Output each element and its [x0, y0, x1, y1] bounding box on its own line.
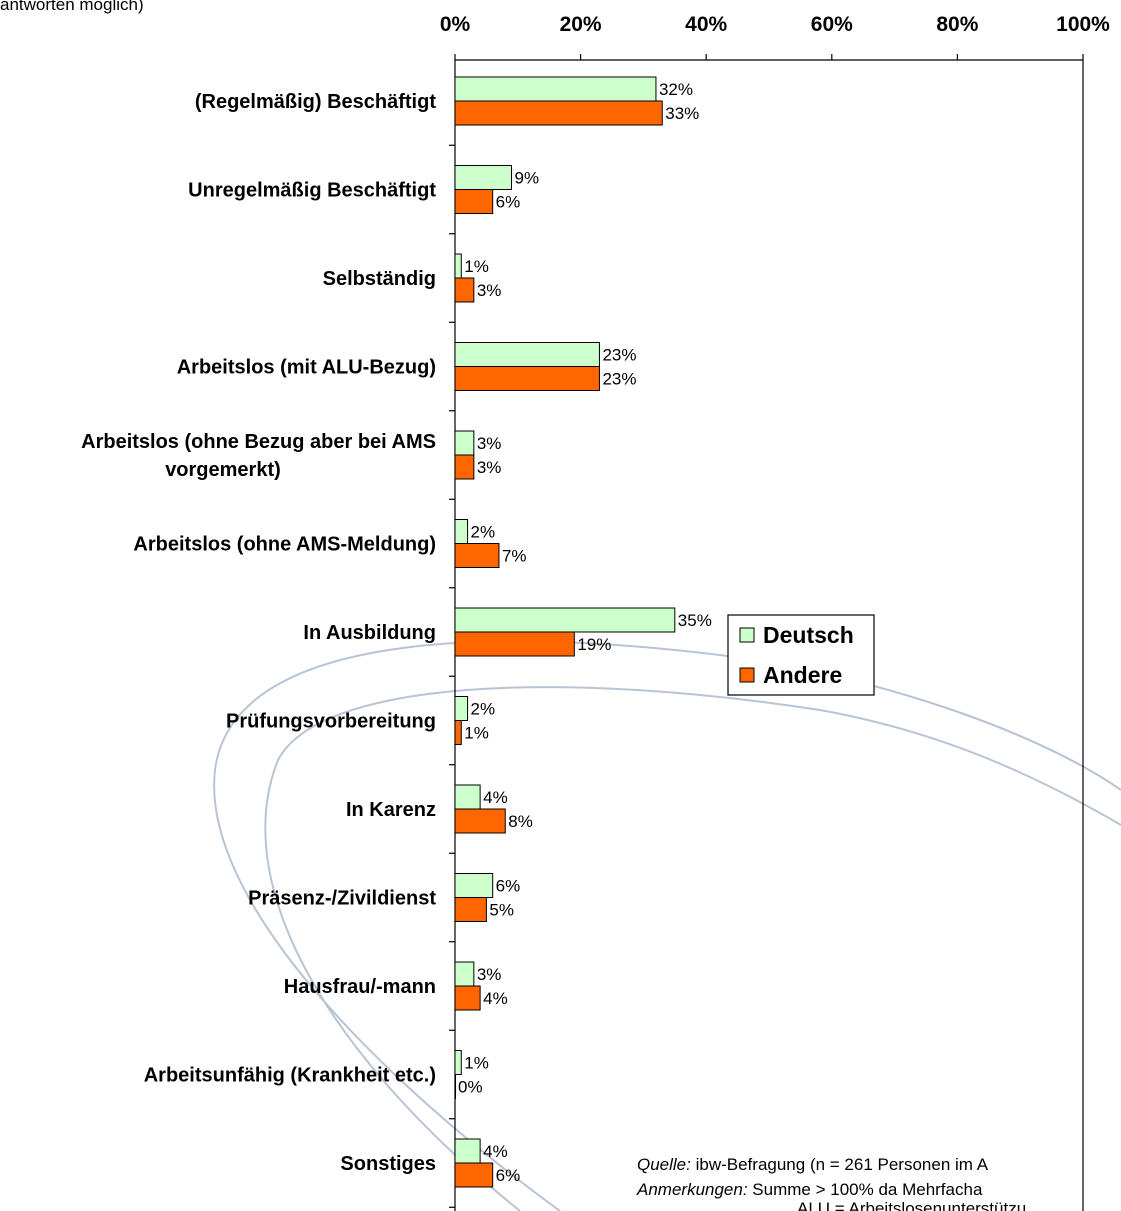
data-label: 2%	[471, 523, 496, 542]
source-text: ibw-Befragung (n = 261 Personen im A	[691, 1155, 989, 1174]
data-label: 1%	[464, 724, 489, 743]
data-label: 33%	[665, 104, 699, 123]
x-tick-label: 20%	[560, 13, 602, 36]
x-tick-label: 100%	[1056, 13, 1110, 36]
category-label: (Regelmäßig) Beschäftigt	[195, 91, 436, 113]
bar-deutsch	[454, 253, 462, 279]
source-note: Quelle: ibw-Befragung (n = 261 Personen …	[637, 1155, 989, 1174]
data-label: 4%	[483, 1142, 508, 1161]
data-label: 32%	[659, 80, 693, 99]
bar-deutsch	[454, 784, 481, 810]
bar-andere	[454, 189, 494, 214]
x-tick-label: 60%	[811, 13, 853, 36]
category-label: Prüfungsvorbereitung	[226, 711, 436, 733]
data-label: 1%	[464, 1054, 489, 1073]
data-label: 23%	[602, 346, 636, 365]
remarks-note: Anmerkungen: Summe > 100% da Mehrfacha	[636, 1180, 983, 1199]
data-label: 1%	[464, 257, 489, 276]
category-label: Hausfrau/-mann	[284, 976, 436, 998]
legend-swatch-deutsch	[739, 627, 755, 643]
bar-deutsch	[454, 696, 469, 721]
data-label: 3%	[477, 965, 502, 984]
bar-andere	[454, 631, 575, 657]
category-label: Arbeitsunfähig (Krankheit etc.)	[144, 1065, 436, 1087]
data-label: 9%	[515, 169, 540, 188]
bar-andere	[454, 985, 481, 1011]
x-tick-label: 0%	[440, 13, 471, 36]
category-label: In Ausbildung	[303, 622, 436, 644]
category-label: Sonstiges	[340, 1153, 436, 1175]
data-label: 6%	[496, 193, 521, 212]
bar-deutsch	[454, 342, 600, 367]
category-label: Arbeitslos (ohne Bezug aber bei AMS	[81, 431, 436, 453]
bar-deutsch	[454, 1050, 462, 1075]
data-label: 7%	[502, 547, 527, 566]
legend-label-deutsch: Deutsch	[763, 622, 854, 648]
data-label: 4%	[483, 788, 508, 807]
category-label: vorgemerkt)	[165, 459, 281, 481]
category-label: In Karenz	[346, 799, 436, 821]
data-label: 35%	[678, 611, 712, 630]
data-label: 8%	[508, 812, 533, 831]
bar-andere	[454, 100, 663, 126]
bar-andere	[454, 454, 475, 480]
data-label: 6%	[496, 877, 521, 896]
category-labels: (Regelmäßig) Beschäftigt Unregelmäßig Bes…	[81, 91, 436, 1175]
bar-andere	[454, 897, 487, 922]
bar-andere	[454, 543, 500, 568]
bar-deutsch	[454, 76, 657, 102]
bar-andere	[454, 720, 462, 745]
x-axis: 0% 20% 40% 60% 80% 100%	[440, 13, 1110, 1211]
bar-andere	[454, 277, 475, 303]
bar-andere	[454, 808, 506, 834]
bar-andere	[454, 1074, 456, 1099]
bar-deutsch	[454, 961, 475, 987]
data-label: 3%	[477, 458, 502, 477]
x-tick-label: 40%	[685, 13, 727, 36]
bar-deutsch	[454, 519, 469, 544]
data-label: 0%	[458, 1078, 483, 1097]
abbrev-note: ALU = Arbeitslosenunterstützu	[797, 1199, 1026, 1211]
data-label: 2%	[471, 700, 496, 719]
data-label: 5%	[489, 901, 514, 920]
bar-deutsch	[454, 1138, 481, 1164]
bar-deutsch	[454, 165, 513, 190]
data-label: 6%	[496, 1166, 521, 1185]
bar-andere	[454, 1162, 494, 1188]
notes: Quelle: ibw-Befragung (n = 261 Personen …	[636, 1155, 1026, 1211]
remarks-prefix: Anmerkungen:	[636, 1180, 748, 1199]
data-label: 19%	[577, 635, 611, 654]
data-label: 23%	[602, 370, 636, 389]
source-prefix: Quelle:	[637, 1155, 691, 1174]
data-label: 3%	[477, 434, 502, 453]
category-label: Arbeitslos (mit ALU-Bezug)	[177, 357, 436, 379]
remarks-text: Summe > 100% da Mehrfacha	[748, 1180, 983, 1199]
category-label: Unregelmäßig Beschäftigt	[188, 180, 436, 202]
x-tick-label: 80%	[936, 13, 978, 36]
background-swoosh	[213, 640, 1121, 1211]
data-label: 4%	[483, 989, 508, 1008]
bar-deutsch	[454, 873, 494, 898]
data-label: 3%	[477, 281, 502, 300]
category-label: Präsenz-/Zivildienst	[248, 888, 436, 910]
bars: 32% 33% 9% 6% 1% 3% 23% 23% 3% 3% 2% 7% 35% 19% 2% 1% 4%…	[454, 76, 712, 1188]
category-label: Arbeitslos (ohne AMS-Meldung)	[133, 534, 436, 556]
bar-deutsch	[454, 430, 475, 456]
bar-deutsch	[454, 607, 676, 633]
legend-swatch-andere	[739, 667, 755, 683]
category-label: Selbständig	[323, 268, 436, 290]
legend: Deutsch Andere	[727, 614, 875, 696]
bar-andere	[454, 366, 600, 391]
legend-label-andere: Andere	[763, 662, 842, 688]
top-text: antworten möglich)	[0, 0, 144, 14]
